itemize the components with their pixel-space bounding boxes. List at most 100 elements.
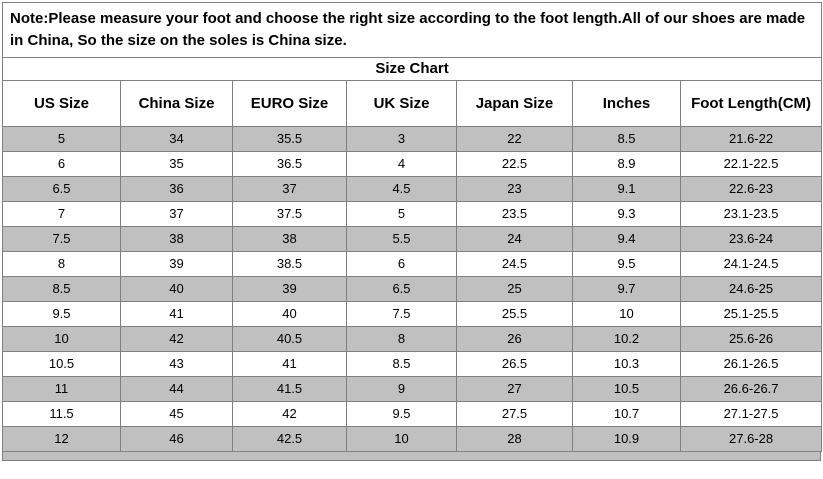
table-cell: 26.5: [456, 350, 573, 377]
table-cell: 25.1-25.5: [679, 300, 823, 327]
table-cell: 27: [456, 375, 573, 402]
table-row: 7 37 37.5 5 23.5 9.3 23.1-23.5: [2, 200, 823, 227]
table-cell: 25.5: [456, 300, 573, 327]
table-cell: 37.5: [232, 200, 347, 227]
table-row: 10.5 43 41 8.5 26.5 10.3 26.1-26.5: [2, 350, 823, 377]
table-row: 8.5 40 39 6.5 25 9.7 24.6-25: [2, 275, 823, 302]
table-cell: 8.5: [572, 125, 681, 152]
table-cell: 6.5: [346, 275, 457, 302]
table-cell: 22.1-22.5: [679, 150, 823, 177]
table-cell: 9.3: [572, 200, 681, 227]
table-body: 5 34 35.5 3 22 8.5 21.6-22 6 35 36.5 4 22.5 8.9 22.1-…: [2, 125, 823, 452]
table-cell: 26.6-26.7: [679, 375, 823, 402]
table-cell: 8.5: [346, 350, 457, 377]
table-cell: 10: [346, 425, 457, 452]
table-cell: 42.5: [232, 425, 347, 452]
table-cell: 12: [2, 425, 121, 452]
table-row: 12 46 42.5 10 28 10.9 27.6-28: [2, 425, 823, 452]
table-cell: 11.5: [2, 400, 121, 427]
table-row: 7.5 38 38 5.5 24 9.4 23.6-24: [2, 225, 823, 252]
table-cell: 5.5: [346, 225, 457, 252]
table-cell: 34: [120, 125, 233, 152]
table-cell: 7.5: [2, 225, 121, 252]
table-cell: 39: [120, 250, 233, 277]
table-cell: 38: [232, 225, 347, 252]
column-header: Foot Length(CM): [679, 79, 823, 127]
table-cell: 23.5: [456, 200, 573, 227]
table-cell: 9.1: [572, 175, 681, 202]
column-header: Inches: [572, 79, 681, 127]
chart-title: Size Chart: [1, 56, 823, 81]
table-cell: 22: [456, 125, 573, 152]
table-cell: 9.7: [572, 275, 681, 302]
table-cell: 8.5: [2, 275, 121, 302]
table-row: 6 35 36.5 4 22.5 8.9 22.1-22.5: [2, 150, 823, 177]
cropped-next-row: [2, 451, 821, 461]
table-cell: 10.5: [2, 350, 121, 377]
table-cell: 36: [120, 175, 233, 202]
table-cell: 44: [120, 375, 233, 402]
table-cell: 24.5: [456, 250, 573, 277]
table-cell: 25: [456, 275, 573, 302]
table-cell: 24.6-25: [679, 275, 823, 302]
note-row: Note:Please measure your foot and choose…: [1, 2, 823, 58]
table-cell: 10: [572, 300, 681, 327]
table-cell: 22.5: [456, 150, 573, 177]
table-cell: 9: [346, 375, 457, 402]
table-cell: 10.5: [572, 375, 681, 402]
column-header: EURO Size: [232, 79, 347, 127]
table-cell: 23: [456, 175, 573, 202]
table-row: 6.5 36 37 4.5 23 9.1 22.6-23: [2, 175, 823, 202]
table-cell: 21.6-22: [679, 125, 823, 152]
table-cell: 37: [120, 200, 233, 227]
table-cell: 39: [232, 275, 347, 302]
table-cell: 6.5: [2, 175, 121, 202]
table-cell: 43: [120, 350, 233, 377]
table-cell: 7: [2, 200, 121, 227]
table-row: 5 34 35.5 3 22 8.5 21.6-22: [2, 125, 823, 152]
table-cell: 9.4: [572, 225, 681, 252]
table-cell: 27.6-28: [679, 425, 823, 452]
table-cell: 40.5: [232, 325, 347, 352]
table-cell: 36.5: [232, 150, 347, 177]
table-cell: 4: [346, 150, 457, 177]
table-cell: 10.3: [572, 350, 681, 377]
table-row: 8 39 38.5 6 24.5 9.5 24.1-24.5: [2, 250, 823, 277]
table-cell: 40: [120, 275, 233, 302]
page-container: Note:Please measure your foot and choose…: [1, 2, 823, 461]
table-cell: 26: [456, 325, 573, 352]
table-cell: 10.7: [572, 400, 681, 427]
table-cell: 35: [120, 150, 233, 177]
table-cell: 25.6-26: [679, 325, 823, 352]
table-cell: 37: [232, 175, 347, 202]
table-row: 11 44 41.5 9 27 10.5 26.6-26.7: [2, 375, 823, 402]
table-row: 9.5 41 40 7.5 25.5 10 25.1-25.5: [2, 300, 823, 327]
table-cell: 10.9: [572, 425, 681, 452]
table-cell: 26.1-26.5: [679, 350, 823, 377]
table-row: 11.5 45 42 9.5 27.5 10.7 27.1-27.5: [2, 400, 823, 427]
table-cell: 11: [2, 375, 121, 402]
table-cell: 4.5: [346, 175, 457, 202]
table-cell: 9.5: [572, 250, 681, 277]
table-cell: 6: [2, 150, 121, 177]
table-cell: 24: [456, 225, 573, 252]
table-cell: 23.6-24: [679, 225, 823, 252]
table-row: 10 42 40.5 8 26 10.2 25.6-26: [2, 325, 823, 352]
column-header: US Size: [2, 79, 121, 127]
table-cell: 8: [2, 250, 121, 277]
table-cell: 45: [120, 400, 233, 427]
table-cell: 38: [120, 225, 233, 252]
table-cell: 6: [346, 250, 457, 277]
table-cell: 9.5: [2, 300, 121, 327]
header-row: US Size China Size EURO Size UK Size Japan S…: [2, 79, 823, 127]
column-header: Japan Size: [456, 79, 573, 127]
table-head: Note:Please measure your foot and choose…: [1, 2, 823, 127]
table-cell: 8.9: [572, 150, 681, 177]
table-cell: 41: [120, 300, 233, 327]
table-cell: 24.1-24.5: [679, 250, 823, 277]
table-cell: 41.5: [232, 375, 347, 402]
table-cell: 41: [232, 350, 347, 377]
column-header: China Size: [120, 79, 233, 127]
table-cell: 46: [120, 425, 233, 452]
table-cell: 38.5: [232, 250, 347, 277]
